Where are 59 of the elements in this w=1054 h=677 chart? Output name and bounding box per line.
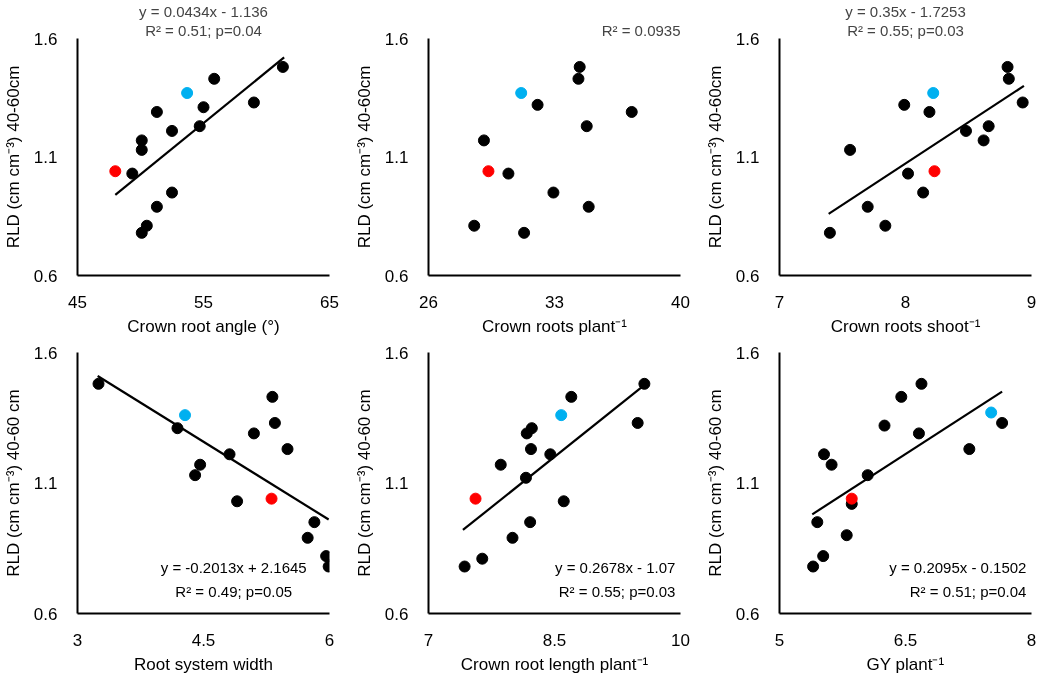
- x-tick-label: 7: [774, 292, 785, 312]
- x-tick-label: 6.5: [893, 630, 918, 650]
- y-tick-label: 0.6: [735, 604, 760, 624]
- y-tick-label: 1.1: [735, 148, 760, 167]
- annotation: y = 0.2095x - 0.1502: [889, 558, 1027, 576]
- x-tick-label: 3: [72, 630, 83, 650]
- x-axis-title: GY plant⁻¹: [866, 654, 945, 674]
- y-axis-title: RLD (cm cm⁻³) 40-60 cm: [354, 389, 374, 577]
- y-tick-label: 1.1: [735, 474, 760, 493]
- y-tick-label: 0.6: [384, 266, 409, 286]
- x-tick-label: 26: [419, 292, 438, 312]
- y-axis-title: RLD (cm cm⁻³) 40-60cm: [354, 65, 374, 249]
- y-tick-label: 1.1: [384, 474, 409, 493]
- text: y = 0.35x - 1.7253: [845, 2, 966, 20]
- x-axis-title: Crown root length plant⁻¹: [460, 654, 649, 674]
- y-tick-label: 1.6: [33, 29, 58, 49]
- annotation: R² = 0.55; p=0.03: [847, 21, 964, 39]
- x-axis-title: Crown roots plant⁻¹: [482, 316, 628, 336]
- text: y = 0.0434x - 1.136: [139, 2, 268, 20]
- y-axis-title: RLD (cm cm⁻³) 40-60cm: [705, 65, 725, 249]
- y-tick-label: 0.6: [735, 266, 760, 286]
- x-tick-label: 7: [423, 630, 434, 650]
- y-tick-label: 1.6: [735, 29, 760, 49]
- x-tick-label: 8.5: [542, 630, 567, 650]
- x-tick-label: 55: [194, 292, 213, 312]
- x-tick-label: 45: [68, 292, 87, 312]
- y-tick-label: 1.1: [384, 148, 409, 167]
- annotation: R² = 0.55; p=0.03: [558, 583, 676, 601]
- x-axis-title: Crown roots shoot⁻¹: [830, 316, 981, 336]
- x-tick-label: 8: [900, 292, 911, 312]
- annotation: R² = 0.0935: [601, 21, 681, 39]
- x-tick-label: 65: [320, 292, 339, 312]
- y-tick-label: 1.6: [384, 343, 409, 363]
- y-tick-label: 1.6: [735, 343, 760, 363]
- x-tick-label: 4.5: [191, 630, 216, 650]
- annotation: R² = 0.51; p=0.04: [909, 583, 1027, 601]
- y-axis-title: RLD (cm cm⁻³) 40-60 cm: [705, 389, 725, 577]
- y-tick-label: 0.6: [33, 604, 58, 624]
- y-axis-title: RLD (cm cm⁻³) 40-60 cm: [3, 389, 23, 577]
- y-tick-label: 1.1: [33, 474, 58, 493]
- x-tick-label: 8: [1026, 630, 1037, 650]
- annotation: y = 0.2678x - 1.07: [554, 558, 676, 576]
- x-tick-label: 9: [1026, 292, 1037, 312]
- annotation: R² = 0.49; p=0.05: [175, 583, 293, 601]
- annotation: R² = 0.51; p=0.04: [145, 21, 262, 39]
- x-tick-label: 40: [671, 292, 690, 312]
- x-axis-title: Crown root angle (°): [127, 316, 280, 336]
- y-tick-label: 0.6: [384, 604, 409, 624]
- x-tick-label: 5: [774, 630, 785, 650]
- x-tick-label: 6: [324, 630, 335, 650]
- y-tick-label: 1.6: [33, 343, 58, 363]
- y-axis-title: RLD (cm cm⁻³) 40-60cm: [3, 65, 23, 249]
- y-tick-label: 1.6: [384, 29, 409, 49]
- annotation: y = -0.2013x + 2.1645: [160, 558, 307, 576]
- x-axis-title: Root system width: [134, 654, 273, 674]
- y-tick-label: 1.1: [33, 148, 58, 167]
- x-tick-label: 33: [545, 292, 564, 312]
- x-tick-label: 10: [671, 630, 690, 650]
- y-tick-label: 0.6: [33, 266, 58, 286]
